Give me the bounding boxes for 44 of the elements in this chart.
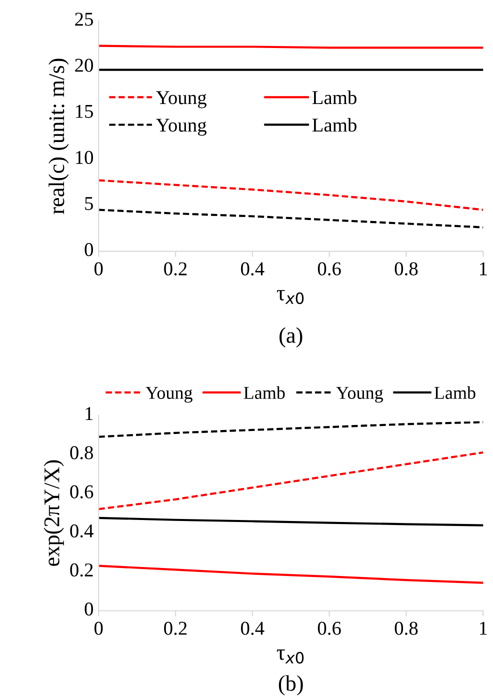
x-axis-title: τ$_{x0}$ — [276, 290, 304, 304]
legend-label: Lamb — [312, 90, 356, 104]
y-tick-label: 10 — [76, 150, 93, 164]
line-series — [98, 208, 484, 228]
line-series — [98, 564, 484, 584]
legend-label: Young — [336, 386, 384, 403]
text: (b) — [278, 675, 303, 696]
y-axis-title: exp(2πY/X) — [44, 460, 64, 566]
y-tick-label: 15 — [76, 104, 93, 118]
legend-label: Lamb — [244, 386, 285, 399]
x-tick-label: 1 — [480, 262, 487, 276]
y-tick-label: 20 — [75, 58, 93, 72]
x-tick-label: 0.6 — [318, 262, 341, 276]
legend-label: Lamb — [312, 118, 356, 132]
text: (a) — [280, 327, 302, 348]
x-tick-label: 0 — [94, 622, 103, 635]
x-tick-label: 0.8 — [394, 622, 418, 635]
y-tick-label: 5 — [85, 197, 93, 210]
legend-label: Young — [146, 386, 192, 403]
line-series — [98, 421, 484, 438]
legend-label: Lamb — [434, 386, 476, 399]
y-tick-label: 0.8 — [70, 446, 93, 460]
line-series — [98, 451, 484, 510]
legend-label: Young — [156, 118, 206, 136]
x-tick-label: 0.2 — [164, 262, 187, 276]
x-tick-label: 1 — [480, 622, 487, 635]
legend-label: Young — [156, 91, 206, 108]
y-tick-label: 25 — [75, 12, 93, 26]
x-tick-label: 0.8 — [394, 262, 418, 276]
y-tick-label: 0 — [84, 602, 93, 616]
y-tick-label: 1 — [86, 407, 93, 420]
x-tick-label: 0.4 — [241, 622, 264, 635]
x-axis-title: τ$_{x0}$ — [276, 650, 304, 664]
line-series — [98, 179, 484, 211]
x-tick-label: 0.4 — [241, 262, 264, 276]
y-tick-label: 0 — [84, 243, 93, 256]
y-tick-label: 0.2 — [70, 563, 93, 577]
line-series — [98, 516, 484, 526]
x-tick-label: 0.6 — [318, 622, 341, 635]
y-axis-title: real(c) (unit: m/s) — [48, 58, 69, 214]
x-tick-label: 0 — [94, 262, 103, 276]
y-tick-label: 0.6 — [70, 485, 94, 498]
y-tick-label: 0.4 — [70, 524, 94, 538]
x-tick-label: 0.2 — [164, 622, 187, 635]
